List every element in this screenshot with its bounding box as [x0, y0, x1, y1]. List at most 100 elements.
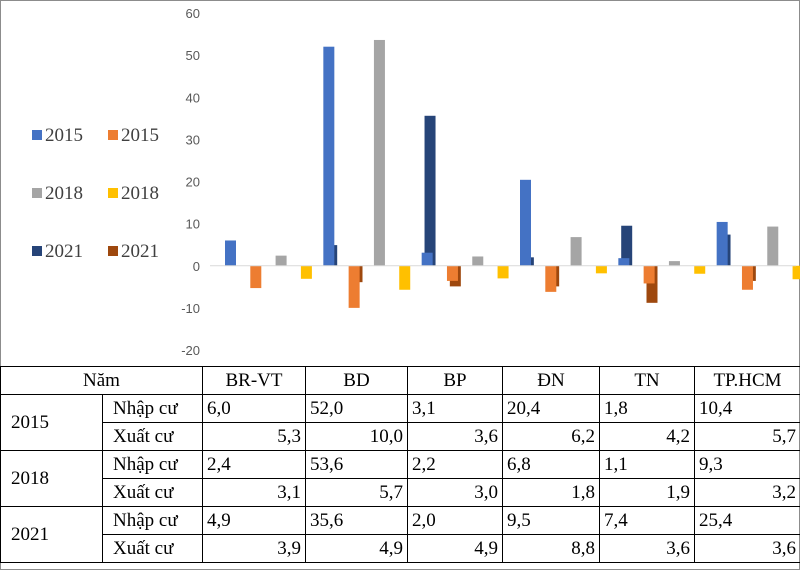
bar-ĐN-2018 — [570, 237, 582, 266]
emigration-value-cell: 3,6 — [599, 534, 695, 563]
legend-swatch — [108, 246, 118, 256]
bar-BP-2015 — [421, 252, 433, 266]
legend-label: 2015 — [45, 125, 83, 146]
bar-BP-2015 — [446, 265, 458, 281]
immigration-value-cell: 4,9 — [202, 506, 306, 535]
emigration-label: Xuất cư — [102, 422, 203, 451]
legend-swatch — [32, 246, 42, 256]
bar-TN-2015 — [643, 265, 655, 284]
migration-bar-chart: 60 50 40 30 20 10 0 -10 -20 2015 2015 2018 2018 2021… — [32, 6, 800, 358]
immigration-value-cell: 1,1 — [599, 450, 695, 479]
table-row: Xuất cư 3,1 5,7 3,0 1,8 1,9 3,2 — [1, 478, 800, 507]
emigration-value-cell: 5,7 — [694, 422, 800, 451]
legend-swatch — [108, 188, 118, 198]
emigration-value-cell: 3,6 — [407, 422, 503, 451]
table-row: 2015 Nhập cư 6,0 52,0 3,1 20,4 1,8 10,4 — [0, 394, 800, 451]
column-header: BR-VT — [202, 366, 306, 395]
immigration-value-cell: 20,4 — [502, 394, 600, 423]
bar-ĐN-2015 — [520, 179, 531, 266]
emigration-value-cell: 5,3 — [202, 422, 306, 451]
legend-swatch — [32, 130, 42, 140]
bar-BP-2018 — [497, 265, 509, 279]
immigration-value-cell: 53,6 — [305, 450, 408, 479]
emigration-value-cell: 4,2 — [599, 422, 695, 451]
immigration-value-cell: 10,4 — [694, 394, 800, 423]
legend-label: 2021 — [121, 241, 159, 262]
emigration-value-cell: 3,6 — [694, 534, 800, 563]
bar-TP.HCM-2018 — [767, 226, 779, 266]
y-tick-label: -10 — [181, 301, 200, 316]
y-tick-label: 50 — [186, 48, 200, 63]
emigration-value-cell: 3,1 — [202, 478, 306, 507]
table-header-row: Năm BR-VT BD BP ĐN TN TP.HCM — [0, 366, 800, 395]
emigration-value-cell: 8,8 — [502, 534, 600, 563]
column-header: TN — [599, 366, 695, 395]
bar-ĐN-2021 — [646, 265, 658, 303]
bar-ĐN-2015 — [545, 265, 557, 292]
emigration-value-cell: 6,2 — [502, 422, 600, 451]
emigration-value-cell: 10,0 — [305, 422, 408, 451]
bar-BR-VT-2015 — [250, 265, 262, 289]
emigration-value-cell: 1,9 — [599, 478, 695, 507]
column-header: TP.HCM — [694, 366, 800, 395]
immigration-value-cell: 25,4 — [694, 506, 800, 535]
bar-BR-VT-2015 — [225, 240, 236, 266]
legend: 2015 2015 2018 2018 2021 2021 — [32, 125, 159, 262]
bar-BD-2018 — [399, 265, 411, 290]
table-row: Xuất cư 5,3 10,0 3,6 6,2 4,2 5,7 — [1, 422, 800, 451]
year-cell: 2015 — [0, 394, 103, 451]
emigration-value-cell: 3,2 — [694, 478, 800, 507]
column-header: ĐN — [502, 366, 600, 395]
immigration-value-cell: 35,6 — [305, 506, 408, 535]
bar-TP.HCM-2018 — [792, 265, 800, 280]
emigration-value-cell: 4,9 — [407, 534, 503, 563]
emigration-value-cell: 5,7 — [305, 478, 408, 507]
y-tick-label: 10 — [186, 217, 200, 232]
bar-BD-2018 — [373, 39, 385, 266]
immigration-value-cell: 6,0 — [202, 394, 306, 423]
year-header: Năm — [0, 366, 203, 395]
y-tick-label: 30 — [186, 132, 200, 147]
immigration-value-cell: 6,8 — [502, 450, 600, 479]
bar-TP.HCM-2015 — [741, 265, 753, 290]
bar-ĐN-2018 — [595, 265, 607, 274]
legend-label: 2018 — [121, 183, 159, 204]
emigration-label: Xuất cư — [102, 534, 203, 563]
immigration-value-cell: 2,0 — [407, 506, 503, 535]
table-row: 2018 Nhập cư 2,4 53,6 2,2 6,8 1,1 9,3 — [0, 450, 800, 507]
legend-swatch — [108, 130, 118, 140]
emigration-value-cell: 3,9 — [202, 534, 306, 563]
y-tick-label: 0 — [193, 259, 200, 274]
migration-data-table: Năm BR-VT BD BP ĐN TN TP.HCM 2015 Nhập cư… — [0, 366, 800, 563]
y-tick-label: 60 — [186, 6, 200, 21]
year-cell: 2018 — [0, 450, 103, 507]
bar-BR-VT-2018 — [300, 265, 312, 279]
bar-TN-2018 — [694, 265, 706, 274]
year-cell: 2021 — [0, 506, 103, 563]
legend-label: 2021 — [45, 241, 83, 262]
immigration-label: Nhập cư — [102, 394, 203, 423]
immigration-value-cell: 9,3 — [694, 450, 800, 479]
legend-swatch — [32, 188, 42, 198]
y-tick-label: 40 — [186, 90, 200, 105]
bar-TP.HCM-2015 — [716, 221, 728, 266]
table-row: 2021 Nhập cư 4,9 35,6 2,0 9,5 7,4 25,4 — [0, 506, 800, 563]
emigration-value-cell: 3,0 — [407, 478, 503, 507]
immigration-value-cell: 2,2 — [407, 450, 503, 479]
table-row: Xuất cư 3,9 4,9 4,9 8,8 3,6 3,6 — [1, 534, 800, 563]
legend-label: 2018 — [45, 183, 83, 204]
bars — [225, 39, 800, 308]
immigration-value-cell: 9,5 — [502, 506, 600, 535]
emigration-value-cell: 4,9 — [305, 534, 408, 563]
bar-BP-2018 — [472, 256, 484, 266]
table-body: Năm BR-VT BD BP ĐN TN TP.HCM 2015 Nhập cư… — [0, 366, 800, 563]
y-tick-label: 20 — [186, 175, 200, 190]
bar-BD-2015 — [323, 46, 335, 266]
emigration-label: Xuất cư — [102, 478, 203, 507]
bar-TN-2015 — [618, 258, 630, 266]
bar-BD-2015 — [348, 265, 360, 308]
immigration-label: Nhập cư — [102, 450, 203, 479]
immigration-value-cell: 52,0 — [305, 394, 408, 423]
immigration-value-cell: 1,8 — [599, 394, 695, 423]
column-header: BP — [407, 366, 503, 395]
